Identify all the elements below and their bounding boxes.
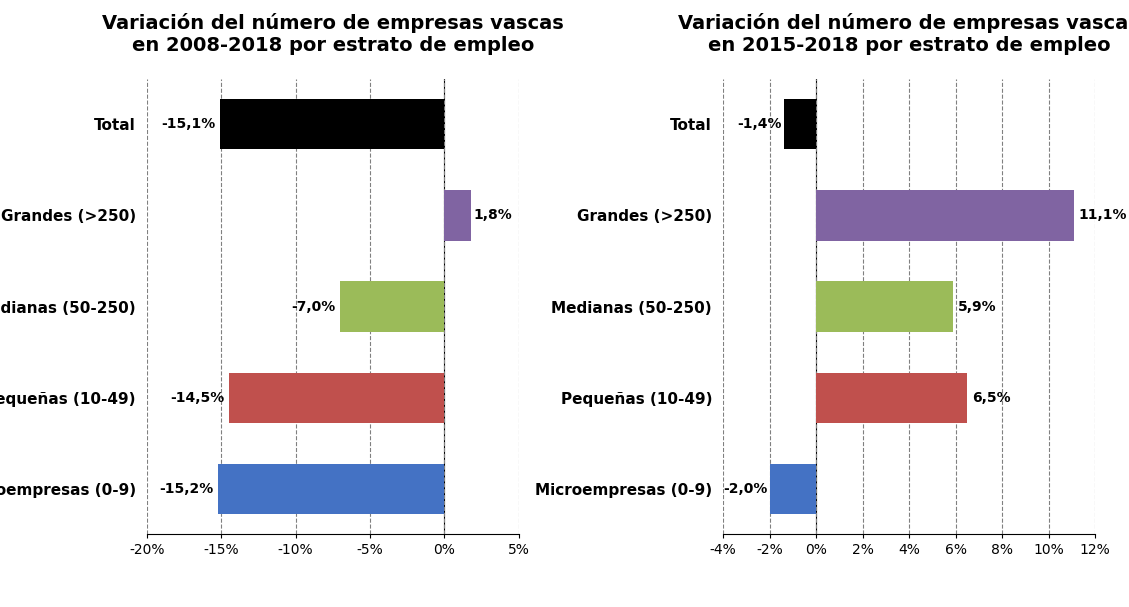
Text: -2,0%: -2,0% — [724, 481, 768, 496]
Text: -7,0%: -7,0% — [291, 299, 335, 314]
Bar — [816, 191, 1074, 240]
Text: 5,9%: 5,9% — [959, 299, 997, 314]
Text: 6,5%: 6,5% — [972, 390, 1010, 405]
Text: -14,5%: -14,5% — [169, 390, 225, 405]
Bar — [816, 282, 953, 331]
Bar — [228, 373, 445, 422]
Text: -1,4%: -1,4% — [737, 117, 781, 132]
Bar — [816, 373, 968, 422]
Title: Variación del número de empresas vascas
en 2008-2018 por estrato de empleo: Variación del número de empresas vascas … — [102, 13, 563, 55]
Bar — [220, 100, 445, 149]
Bar — [445, 191, 471, 240]
Text: 1,8%: 1,8% — [473, 208, 513, 223]
Text: 11,1%: 11,1% — [1079, 208, 1128, 223]
Title: Variación del número de empresas vascas
en 2015-2018 por estrato de empleo: Variación del número de empresas vascas … — [679, 13, 1129, 55]
Bar — [784, 100, 816, 149]
Bar — [770, 464, 816, 514]
Text: -15,1%: -15,1% — [161, 117, 216, 132]
Bar — [218, 464, 445, 514]
Text: -15,2%: -15,2% — [159, 481, 213, 496]
Bar — [340, 282, 445, 331]
